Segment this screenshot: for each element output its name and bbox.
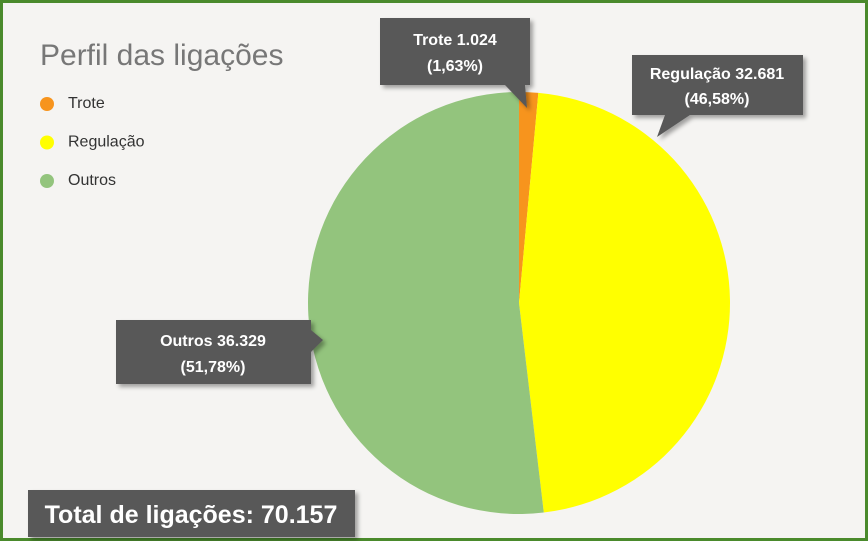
- label-value: 36.329: [217, 333, 266, 350]
- pie-slice: [519, 92, 539, 303]
- label-category: Trote: [413, 32, 452, 49]
- label-category: Outros: [160, 333, 213, 350]
- data-label: Regulação 32.681: [650, 66, 784, 83]
- pie-slice: [308, 92, 544, 514]
- pie-slice: [519, 92, 731, 513]
- legend-label: Regulação: [68, 134, 145, 151]
- legend-marker: [40, 174, 54, 188]
- callout-shapes: [28, 18, 803, 537]
- label-value: 32.681: [735, 66, 784, 83]
- legend-marker: [40, 135, 54, 150]
- percent-label: (46,58%): [685, 91, 750, 108]
- data-label: Outros 36.329: [160, 333, 266, 350]
- percent-label: (51,78%): [181, 359, 246, 376]
- label-value: 1.024: [457, 32, 497, 49]
- legend-label: Trote: [68, 95, 105, 112]
- legend-label: Outros: [68, 172, 116, 189]
- total-annotation: Total de ligações: 70.157: [45, 501, 338, 529]
- label-category: Regulação: [650, 66, 731, 83]
- percent-label: (1,63%): [427, 58, 483, 75]
- chart-title: Perfil das ligações: [40, 39, 283, 72]
- data-label: Trote 1.024: [413, 32, 497, 49]
- pie: [308, 92, 731, 514]
- legend: Trote Regulação Outros: [40, 95, 145, 189]
- legend-marker: [40, 97, 54, 111]
